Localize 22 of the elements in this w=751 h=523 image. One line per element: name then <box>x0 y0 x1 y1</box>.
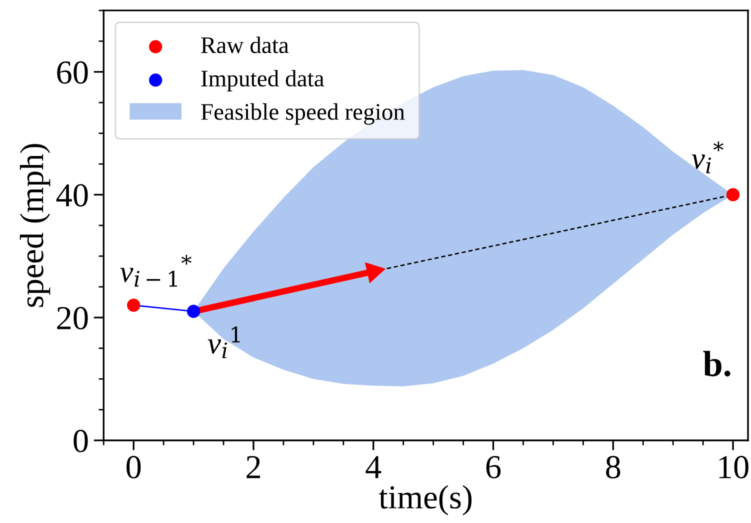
point <box>127 298 140 312</box>
x-tick-label: 8 <box>606 456 620 478</box>
y-axis-title: speed (mph) <box>20 144 50 307</box>
x-tick-label: 10 <box>719 456 748 478</box>
annotation: v$_{i}$$^{1}$ <box>208 326 240 358</box>
point <box>726 188 740 202</box>
legend-label: Feasible speed region <box>201 103 405 125</box>
point <box>186 304 200 318</box>
annotation: v$_{i−1}$$^{*}$ <box>120 254 192 287</box>
y-tick-label: 20 <box>57 306 88 330</box>
x-tick-label: 6 <box>486 456 501 478</box>
y-tick-label: 0 <box>74 430 88 452</box>
y-tick-label: 40 <box>56 184 88 207</box>
annotation: b. <box>703 350 730 376</box>
legend-label: Imputed data <box>201 70 324 92</box>
y-tick-label: 60 <box>57 61 88 84</box>
x-tick-label: 4 <box>366 456 382 478</box>
legend-label: Raw data <box>201 36 289 54</box>
annotation: v$_{i}$$^{*}$ <box>692 142 724 174</box>
x-tick-label: 0 <box>126 456 141 478</box>
x-axis-title: time(s) <box>378 485 472 516</box>
x-tick-label: 2 <box>246 456 260 478</box>
